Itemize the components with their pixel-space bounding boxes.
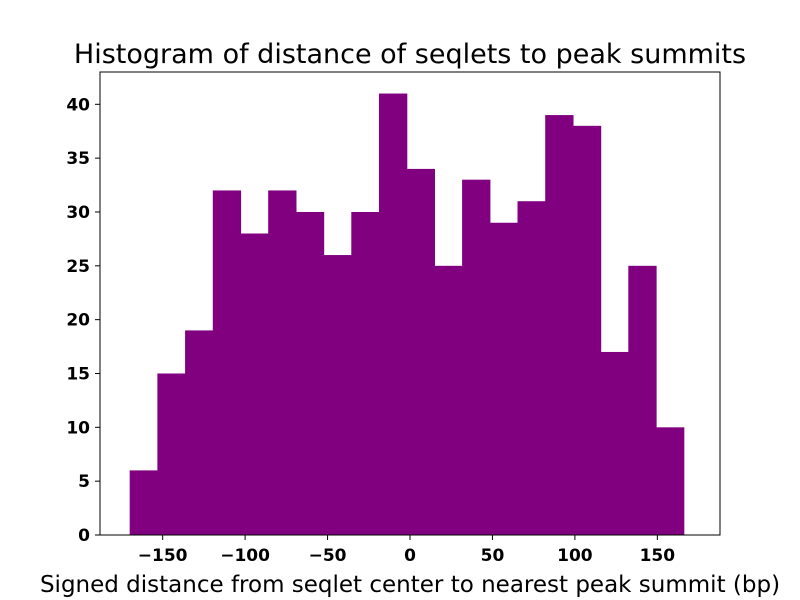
histogram-bar: [268, 190, 297, 535]
histogram-bar: [212, 190, 242, 535]
plot-frame: [99, 71, 721, 536]
histogram-bar: [462, 179, 491, 535]
histogram-bar: [185, 330, 214, 535]
y-tick-label: 35: [66, 149, 90, 169]
x-axis: −150 −100 −50 0 50 100 150: [138, 535, 675, 566]
histogram-bar: [656, 427, 685, 535]
y-tick-label: 15: [66, 364, 90, 384]
histogram-bar: [517, 201, 546, 536]
histogram-bar: [157, 373, 186, 535]
histogram-bar: [129, 470, 158, 535]
x-tick-label: −150: [138, 546, 188, 566]
histogram-bar: [434, 265, 463, 535]
y-tick-label: 0: [78, 526, 90, 546]
histogram-bar: [406, 168, 436, 535]
y-tick-label: 5: [78, 472, 90, 492]
x-tick-label: 150: [640, 546, 676, 566]
x-axis-label: Signed distance from seqlet center to ne…: [40, 572, 780, 598]
histogram-bar: [295, 211, 325, 535]
histogram-bar: [240, 233, 269, 535]
histogram-bar: [628, 265, 657, 535]
y-tick-label: 40: [66, 95, 90, 115]
y-axis: 0 5 10 15 20 25 30 35 40: [66, 95, 100, 546]
y-tick-label: 20: [66, 311, 90, 331]
histogram-bar: [489, 222, 519, 535]
y-tick-label: 25: [66, 257, 90, 277]
histogram-bar: [600, 351, 629, 535]
bars-group: [129, 93, 685, 536]
histogram-bar: [545, 115, 574, 536]
y-tick-label: 10: [66, 418, 90, 438]
x-tick-label: 50: [481, 546, 505, 566]
histogram-bar: [323, 255, 352, 535]
x-tick-label: −50: [309, 546, 347, 566]
histogram-bar: [572, 125, 602, 535]
y-tick-label: 30: [66, 203, 90, 223]
histogram-bar: [351, 211, 380, 535]
chart-title: Histogram of distance of seqlets to peak…: [74, 39, 746, 70]
x-tick-label: 100: [557, 546, 593, 566]
histogram-bar: [379, 93, 408, 535]
x-tick-label: 0: [404, 546, 416, 566]
x-tick-label: −100: [220, 546, 270, 566]
